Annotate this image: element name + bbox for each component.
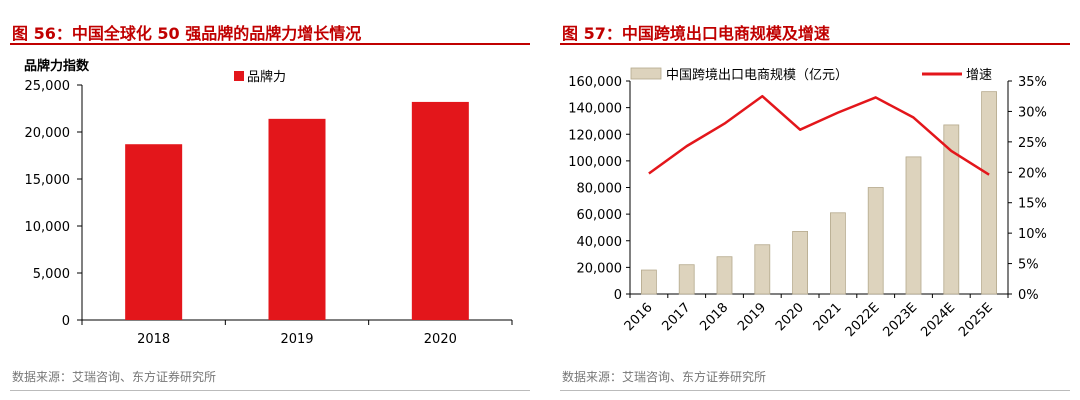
x-tick-label: 2019 xyxy=(735,300,769,334)
y2-tick-label: 15% xyxy=(1018,197,1047,212)
right-figure-title: 图 57：中国跨境出口电商规模及增速 xyxy=(562,24,830,43)
bar-2025E xyxy=(981,91,998,295)
y-tick-label: 100,000 xyxy=(568,155,622,170)
bar-2020 xyxy=(411,101,469,320)
bar-2019 xyxy=(268,118,326,320)
bar-2021 xyxy=(829,212,846,295)
x-tick-label: 2017 xyxy=(660,300,694,334)
y-tick-label: 80,000 xyxy=(577,182,623,197)
y2-tick-label: 30% xyxy=(1018,105,1047,120)
right-bottom-rule xyxy=(560,390,1070,391)
left-source-note: 数据来源：艾瑞咨询、东方证券研究所 xyxy=(12,370,217,384)
x-tick-label: 2025E xyxy=(956,300,996,340)
y2-tick-label: 20% xyxy=(1018,166,1047,181)
bar-2016 xyxy=(641,269,657,295)
x-tick-label: 2018 xyxy=(137,332,170,347)
right-source-note: 数据来源：艾瑞咨询、东方证券研究所 xyxy=(562,370,767,384)
left-figure-title: 图 56：中国全球化 50 强品牌的品牌力增长情况 xyxy=(12,24,362,43)
legend-label-line: 增速 xyxy=(966,68,992,83)
x-tick-label: 2020 xyxy=(424,332,457,347)
legend-swatch xyxy=(234,71,244,81)
legend-swatch-bars xyxy=(630,67,662,80)
legend-label-bars: 中国跨境出口电商规模（亿元） xyxy=(666,68,848,83)
y-tick-label: 10,000 xyxy=(25,220,71,235)
y-tick-label: 15,000 xyxy=(25,173,71,188)
left-title-rule xyxy=(10,43,530,45)
x-tick-label: 2018 xyxy=(697,300,731,334)
right-title-rule xyxy=(560,43,1070,45)
y-tick-label: 40,000 xyxy=(577,235,623,250)
x-tick-label: 2021 xyxy=(811,300,845,334)
brand-power-chart: 品牌力指数 0 5,000 10,000 15,000 20,000 25,000 2018 2… xyxy=(24,58,513,347)
y-tick-label: 160,000 xyxy=(568,75,622,90)
bar-2020 xyxy=(792,231,809,295)
y2-tick-label: 35% xyxy=(1018,75,1047,90)
bar-2018 xyxy=(716,256,733,295)
x-tick-label: 2024E xyxy=(918,300,958,340)
y2-tick-label: 10% xyxy=(1018,227,1047,242)
y-tick-label: 120,000 xyxy=(568,128,622,143)
y2-tick-label: 0% xyxy=(1018,288,1039,303)
x-tick-label: 2020 xyxy=(773,300,807,334)
y2-tick-label: 25% xyxy=(1018,136,1047,151)
y-tick-label: 5,000 xyxy=(33,267,70,282)
bar-2024E xyxy=(943,124,960,295)
y-tick-label: 20,000 xyxy=(25,126,71,141)
cross-border-ecommerce-chart: 0 20,000 40,000 60,000 80,000 100,000 120,000 1… xyxy=(568,67,1047,340)
growth-rate-line xyxy=(648,94,990,176)
y-tick-label: 20,000 xyxy=(577,261,623,276)
bar-2019 xyxy=(754,244,771,295)
right-figure-panel: 图 57：中国跨境出口电商规模及增速 0 20,000 40,000 60,000 80… xyxy=(550,0,1080,400)
left-figure-panel: 图 56：中国全球化 50 强品牌的品牌力增长情况 品牌力指数 0 5,000 10,… xyxy=(10,24,530,391)
y-tick-label: 60,000 xyxy=(577,208,623,223)
bar-2023E xyxy=(905,156,922,295)
x-tick-label: 2019 xyxy=(280,332,313,347)
bar-2018 xyxy=(125,144,183,320)
left-bottom-rule xyxy=(10,390,530,391)
x-tick-label: 2023E xyxy=(881,300,921,340)
y-tick-label: 0 xyxy=(62,314,70,329)
y2-tick-label: 5% xyxy=(1018,258,1039,273)
x-tick-label: 2016 xyxy=(622,300,656,334)
y-tick-label: 25,000 xyxy=(25,79,71,94)
bar-2022E xyxy=(867,187,884,295)
x-tick-label: 2022E xyxy=(843,300,883,340)
y-tick-label: 0 xyxy=(614,288,622,303)
y-axis-label: 品牌力指数 xyxy=(24,58,90,74)
y-tick-label: 140,000 xyxy=(568,102,622,117)
legend-label: 品牌力 xyxy=(247,69,286,85)
bar-2017 xyxy=(678,264,695,295)
